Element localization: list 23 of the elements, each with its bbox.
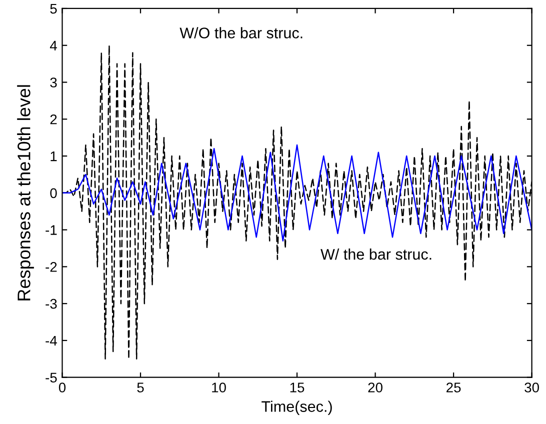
y-tick-label: 1 (50, 152, 57, 162)
x-tick-label: 20 (368, 382, 382, 392)
x-tick-label: 0 (58, 382, 66, 392)
y-tick-label: -4 (46, 336, 57, 346)
y-tick-label: 5 (50, 4, 57, 14)
y-tick-label: -5 (46, 372, 57, 383)
y-tick-label: -3 (46, 298, 57, 309)
y-tick-label: 4 (50, 40, 57, 50)
annotation: W/O the bar struc. (180, 27, 302, 38)
annotation: W/ the bar struc. (320, 248, 432, 260)
x-tick-label: 10 (212, 382, 226, 392)
x-tick-label: 30 (524, 382, 539, 392)
y-tick-label: -2 (46, 262, 57, 272)
line-series (62, 144, 532, 242)
y-tick-label: 3 (50, 78, 57, 88)
x-tick-label: 25 (446, 382, 461, 392)
y-tick-label: 0 (50, 188, 57, 198)
x-tick-label: 15 (290, 382, 304, 392)
y-tick-label: -1 (46, 225, 57, 235)
y-axis-title: Responses at the10th level (17, 85, 34, 300)
x-tick-label: 5 (137, 382, 144, 392)
y-tick-label: 2 (50, 114, 57, 124)
x-axis-title: Time(sec.) (262, 400, 332, 415)
